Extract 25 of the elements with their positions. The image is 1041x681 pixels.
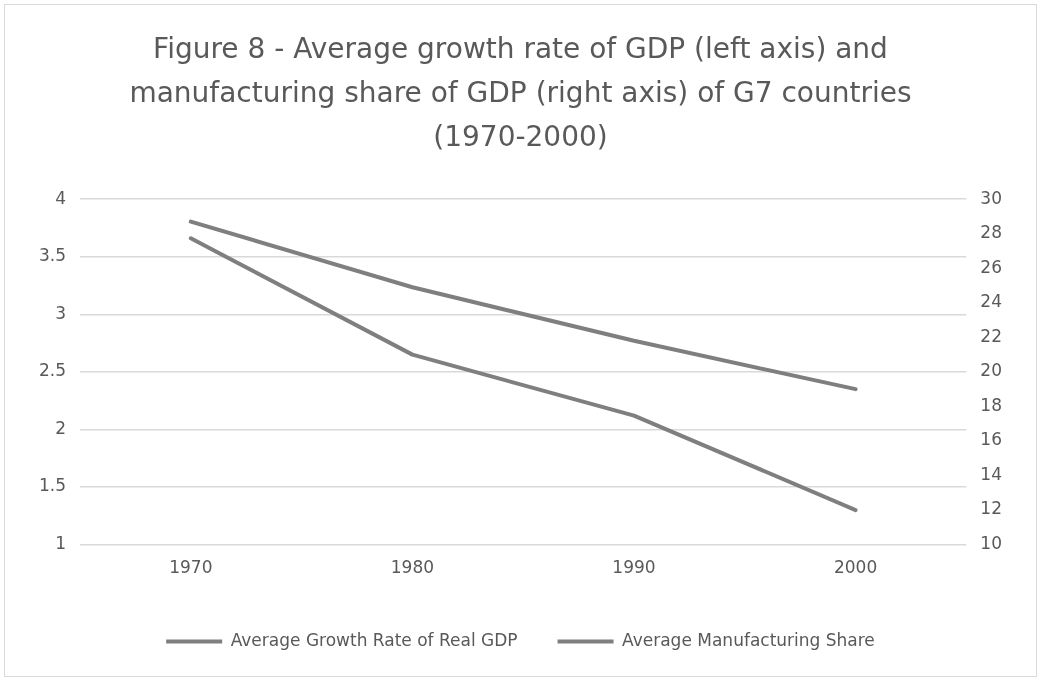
y2-tick-label: 10	[980, 533, 1003, 554]
y2-tick-label: 24	[980, 291, 1003, 312]
chart-title: Figure 8 - Average growth rate of GDP (left axis) and manufacturing share of GDP (right axis) of G7 countries (1970-2000)	[128, 31, 913, 155]
legend-label: Average Growth Rate of Real GDP	[230, 629, 518, 650]
y2-tick-label: 22	[980, 325, 1003, 346]
x-tick-label: 1970	[169, 557, 213, 578]
y-tick-label: 3	[55, 302, 67, 323]
x-tick-label: 1980	[390, 557, 435, 578]
x-tick-label: 2000	[833, 557, 878, 578]
y2-tick-label: 14	[980, 463, 1003, 484]
y2-tick-label: 20	[980, 360, 1003, 381]
y-tick-label: 1.5	[38, 475, 67, 496]
legend-label: Average Manufacturing Share	[622, 629, 875, 650]
y-tick-label: 3.5	[38, 245, 67, 266]
y-tick-label: 2.5	[38, 360, 67, 381]
y2-tick-label: 16	[980, 429, 1003, 450]
x-tick-label: 1990	[612, 557, 656, 578]
y-tick-label: 4	[55, 187, 67, 208]
y2-tick-label: 28	[980, 222, 1003, 243]
y-tick-label: 1	[55, 533, 67, 554]
y2-tick-label: 30	[980, 187, 1003, 208]
y2-tick-label: 12	[980, 498, 1003, 519]
y2-tick-label: 26	[980, 256, 1003, 277]
y2-tick-label: 18	[980, 394, 1003, 415]
y-tick-label: 2	[55, 417, 67, 438]
